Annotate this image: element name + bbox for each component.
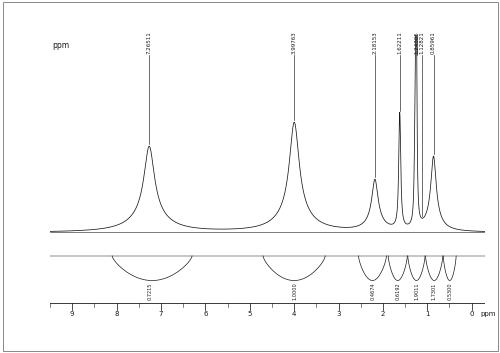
Text: 2.18153: 2.18153 (372, 31, 378, 54)
Text: 0.4674: 0.4674 (370, 282, 375, 300)
Text: 1.0000: 1.0000 (293, 282, 298, 300)
Text: 7.26511: 7.26511 (146, 31, 152, 54)
Text: 2: 2 (380, 311, 385, 317)
Text: 0.85961: 0.85961 (431, 31, 436, 54)
Text: 1.62211: 1.62211 (397, 31, 402, 54)
Text: 8: 8 (114, 311, 119, 317)
Text: 1.7301: 1.7301 (432, 282, 437, 300)
Text: 1: 1 (425, 311, 430, 317)
Text: 0.7215: 0.7215 (148, 282, 152, 300)
Text: 4: 4 (292, 311, 296, 317)
Text: ppm: ppm (480, 311, 496, 317)
Text: 1.9011: 1.9011 (414, 282, 419, 300)
Text: 9: 9 (70, 311, 74, 317)
Text: 0.5300: 0.5300 (448, 282, 452, 300)
Text: 0: 0 (470, 311, 474, 317)
Text: 3.99763: 3.99763 (292, 31, 297, 54)
Text: 1.12821: 1.12821 (419, 31, 424, 54)
Text: 5: 5 (248, 311, 252, 317)
Text: 1.24305: 1.24305 (414, 31, 419, 54)
Text: 7: 7 (158, 311, 163, 317)
Text: 6: 6 (203, 311, 207, 317)
Text: 3: 3 (336, 311, 341, 317)
Text: ppm: ppm (52, 41, 70, 50)
Text: 0.6192: 0.6192 (396, 282, 400, 300)
